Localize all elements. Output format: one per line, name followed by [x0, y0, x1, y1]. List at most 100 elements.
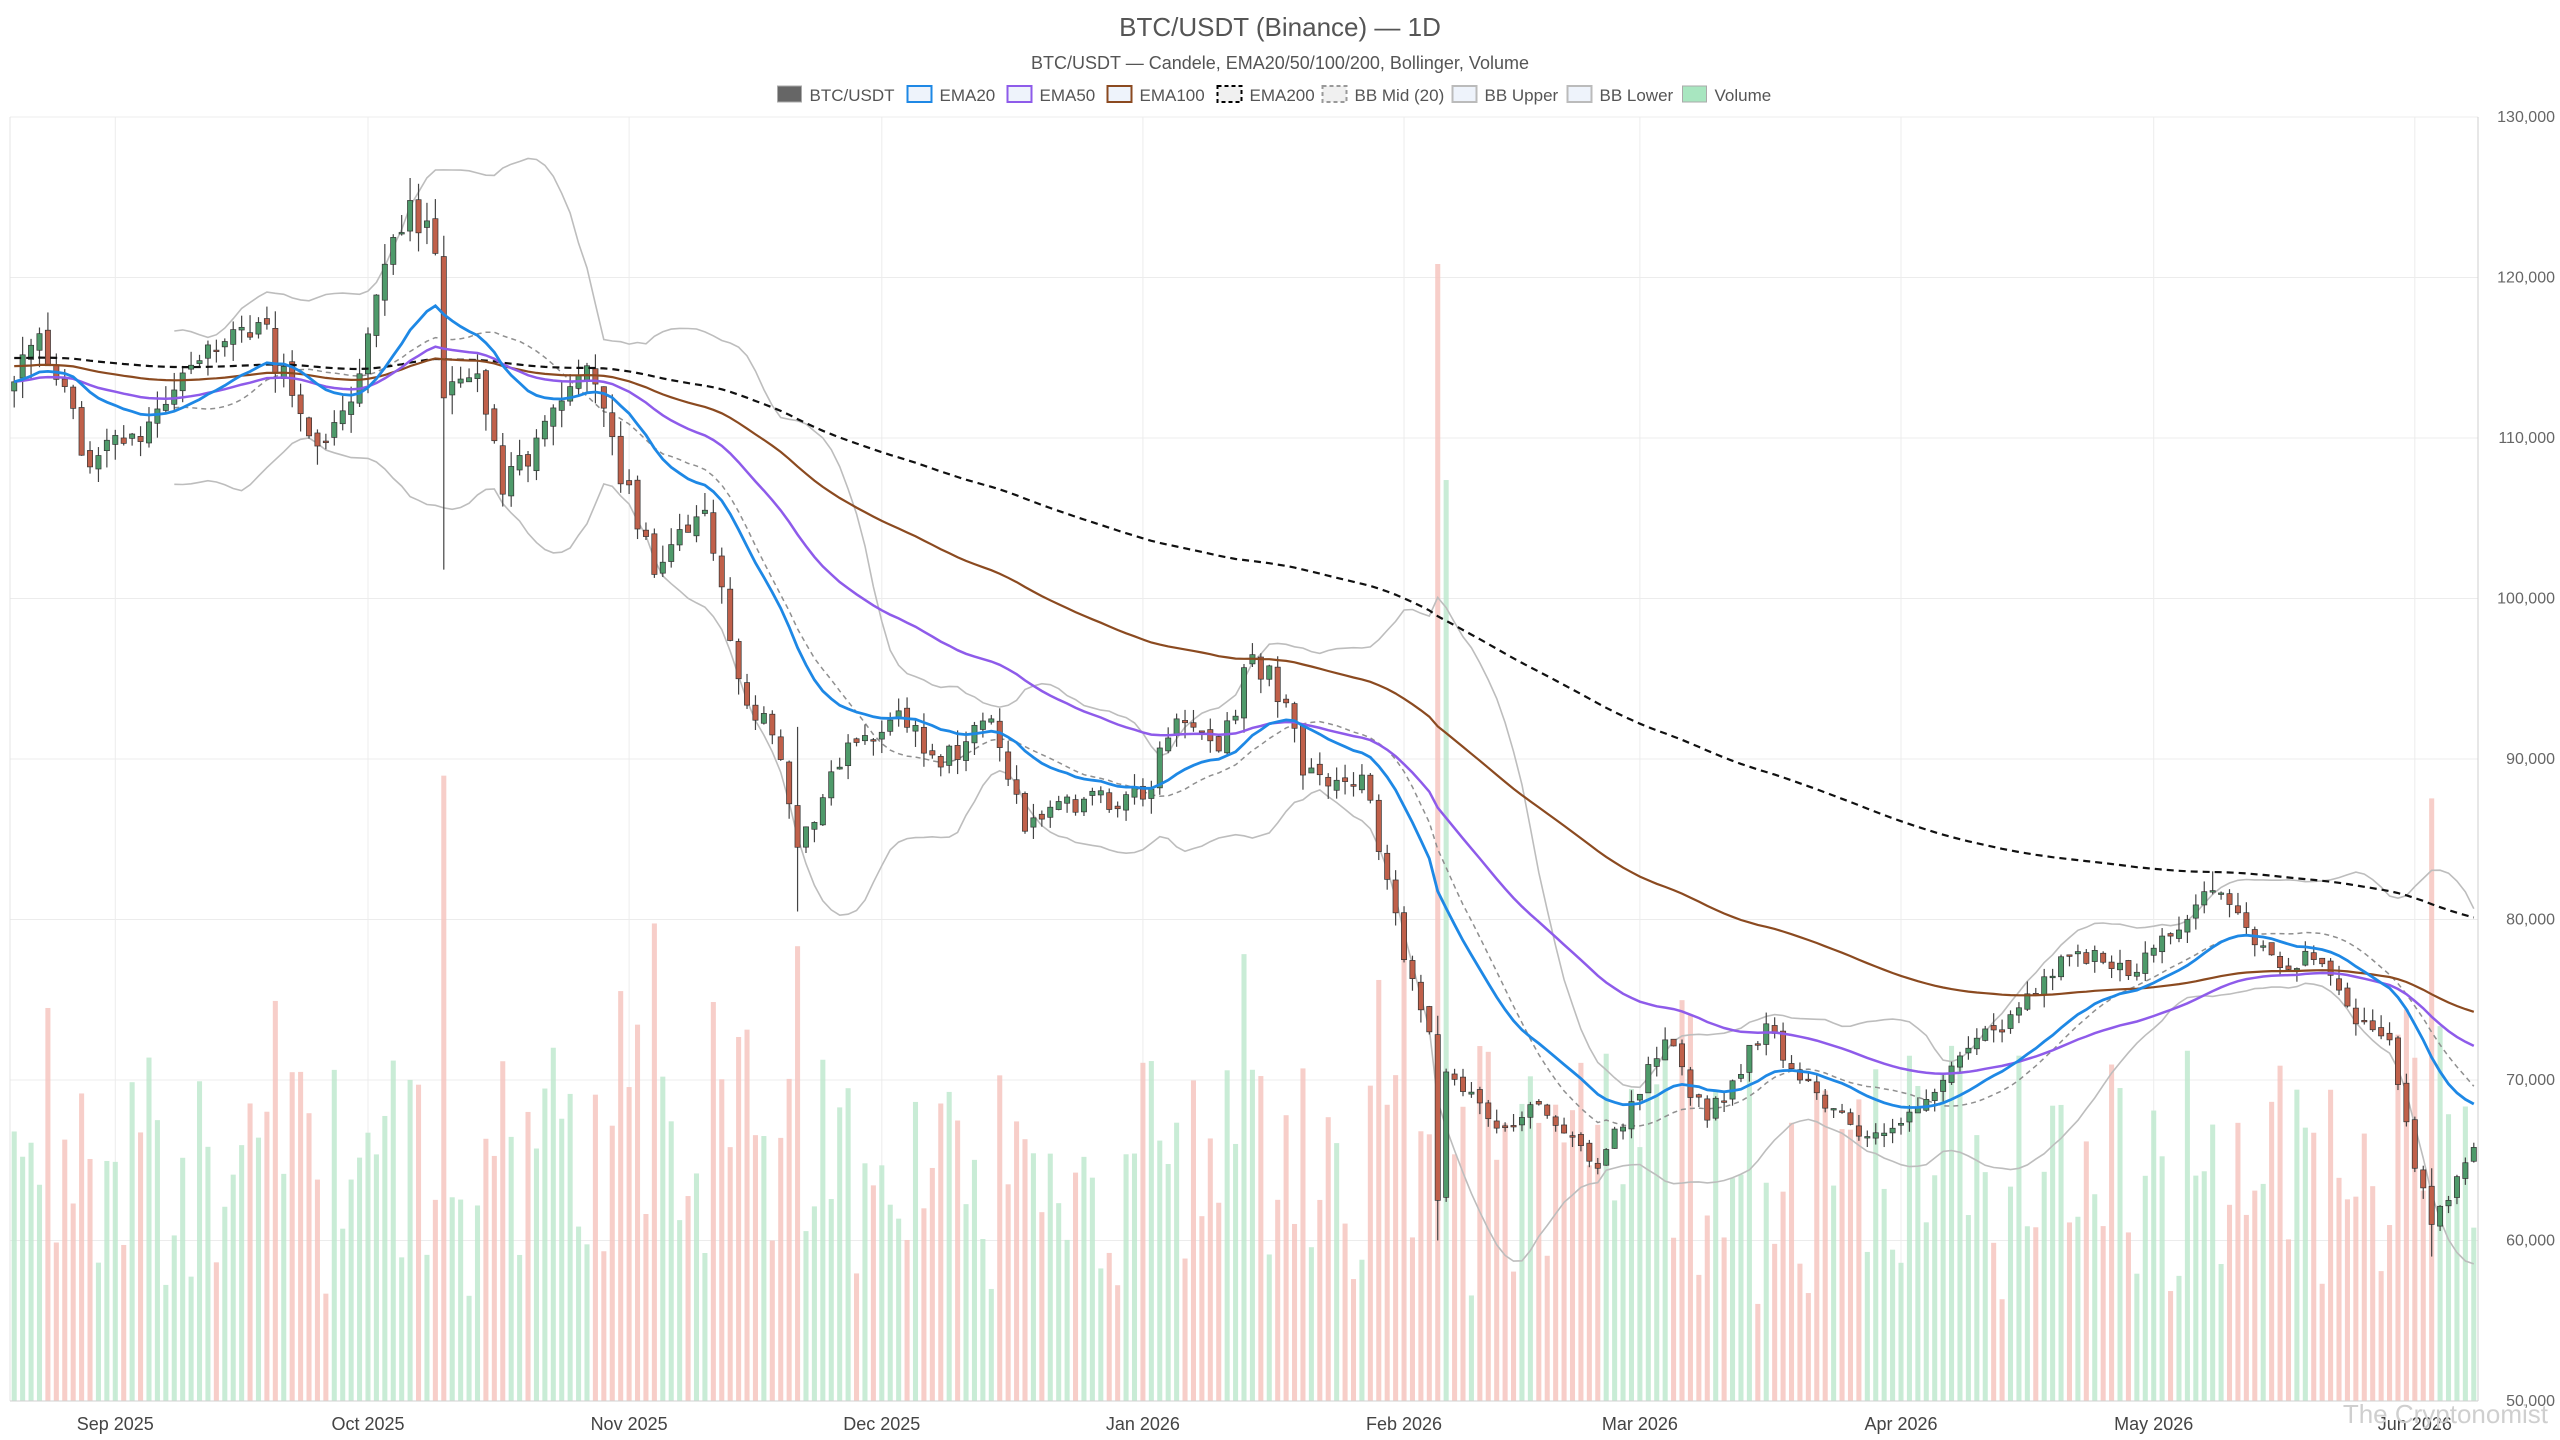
volume-bar: [997, 1075, 1003, 1401]
volume-bar: [2302, 1127, 2308, 1401]
volume-bar: [399, 1257, 405, 1401]
candle-body: [1156, 747, 1163, 789]
candle-body: [1022, 793, 1028, 832]
volume-bar: [1233, 1143, 1239, 1401]
volume-bar: [727, 1147, 733, 1401]
candle-body: [2234, 905, 2241, 914]
candle-body: [2024, 993, 2031, 1010]
volume-bar: [971, 1159, 977, 1401]
volume-bar: [988, 1288, 994, 1401]
candle-body: [525, 454, 531, 467]
candle-body: [2302, 950, 2309, 966]
candle-body: [2403, 1082, 2410, 1123]
volume-bar: [2269, 1101, 2275, 1401]
chart-subtitle: BTC/USDT — Candele, EMA20/50/100/200, Bo…: [1031, 53, 1529, 73]
volume-bar: [1898, 1262, 1904, 1401]
candle-body: [2108, 961, 2115, 969]
volume-bar: [70, 1203, 76, 1401]
candle-body: [1940, 1079, 1947, 1092]
moving-averages: [13, 303, 2475, 1109]
candle-body: [752, 704, 759, 721]
volume-bar: [1797, 1263, 1803, 1401]
candle-body: [1855, 1125, 1862, 1137]
candle-body: [1460, 1076, 1466, 1092]
volume-bar: [1241, 954, 1247, 1401]
volume-bar: [1881, 1188, 1887, 1401]
volume-bar: [1199, 1216, 1205, 1401]
volume-bar: [247, 1103, 253, 1401]
candle-body: [1813, 1081, 1820, 1094]
candle-body: [912, 725, 919, 732]
volume-bar: [2016, 1055, 2022, 1401]
candle-body: [2049, 975, 2056, 979]
candle-body: [381, 263, 388, 301]
legend-label: EMA100: [1140, 86, 1205, 105]
candle-body: [1695, 1094, 1702, 1098]
volume-bar: [2109, 1064, 2115, 1401]
candle-body: [1973, 1037, 1980, 1050]
candle-body: [2437, 1205, 2444, 1227]
candle-body: [230, 329, 237, 345]
volume-bar: [289, 1072, 295, 1401]
candle-body: [861, 735, 868, 742]
volume-bar: [752, 1135, 758, 1401]
candle-body: [2327, 960, 2334, 976]
volume-bar: [1645, 1090, 1651, 1401]
volume-bar: [1561, 1142, 1567, 1401]
volume-bar: [449, 1197, 455, 1401]
candle-body: [1257, 656, 1264, 680]
volume-bar: [2462, 1106, 2468, 1401]
candle-body: [129, 433, 136, 439]
volume-bar: [769, 1240, 775, 1401]
candle-body: [887, 719, 894, 732]
volume-bar: [1182, 1258, 1188, 1401]
volume-bar: [2412, 1057, 2418, 1401]
volume-bar: [2243, 1214, 2249, 1401]
candle-body: [1283, 698, 1290, 704]
volume-bar: [2294, 1089, 2300, 1401]
candle-body: [1005, 751, 1012, 780]
volume-bar: [1814, 1088, 1820, 1401]
y-tick-label: 130,000: [2497, 109, 2555, 126]
legend-item-bb-lower: BB Lower: [1566, 85, 1674, 105]
candle-body: [550, 407, 557, 427]
candle-body: [1957, 1055, 1963, 1068]
candle-body: [1990, 1025, 1997, 1031]
volume-bar: [1056, 1203, 1062, 1401]
candle-body: [1485, 1102, 1492, 1120]
volume-bar: [2445, 1114, 2452, 1401]
x-tick-label: Oct 2025: [331, 1414, 404, 1434]
candle-body: [2336, 978, 2342, 991]
candle-body: [1653, 1058, 1660, 1067]
candle-body: [533, 437, 540, 472]
volume-bar: [1620, 1184, 1626, 1401]
volume-bar: [2420, 1190, 2426, 1401]
volume-bar: [854, 1273, 860, 1401]
candle-body: [1923, 1099, 1930, 1111]
y-tick-label: 90,000: [2506, 751, 2555, 768]
candle-body: [701, 509, 708, 514]
candle-body: [1173, 718, 1180, 736]
candle-body: [1089, 790, 1096, 796]
candle-body: [103, 439, 110, 452]
candle-body: [1030, 817, 1037, 828]
volume-bar: [1401, 920, 1407, 1401]
candle-body: [718, 555, 725, 588]
volume-bar: [2066, 1222, 2073, 1401]
candle-body: [154, 408, 161, 424]
volume-bar: [1847, 1129, 1853, 1401]
volume-bar: [1283, 1115, 1289, 1401]
volume-bar: [138, 1132, 144, 1401]
candle-body: [36, 333, 43, 351]
volume-bar: [1746, 1051, 1752, 1401]
candle-body: [1106, 792, 1113, 810]
candle-body: [482, 370, 489, 415]
volume-bar: [2285, 1239, 2292, 1401]
volume-bar: [837, 1107, 843, 1401]
volume-bar: [1123, 1154, 1129, 1401]
candle-body: [1131, 787, 1138, 798]
volume-bar: [1755, 1303, 1761, 1401]
volume-bar: [677, 1220, 683, 1401]
candle-body: [744, 682, 750, 706]
candle-body: [1123, 794, 1130, 811]
